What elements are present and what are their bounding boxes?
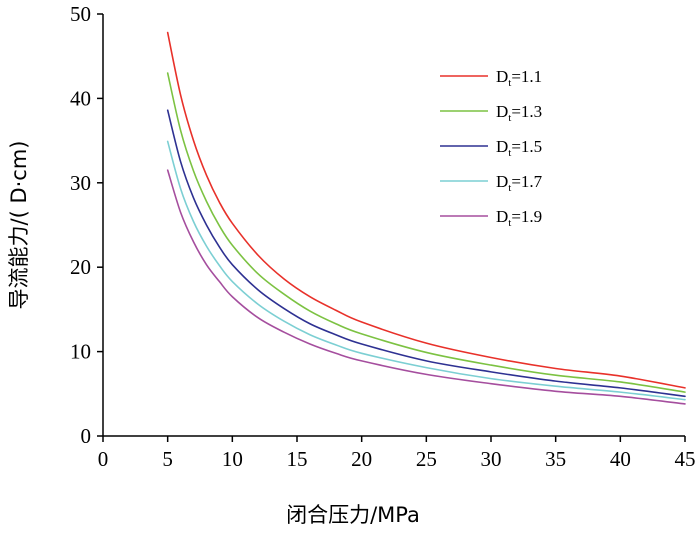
series-line-3: [166, 109, 686, 398]
legend-label-subscript: t: [508, 182, 511, 194]
legend-label: Dt=1.5: [496, 137, 542, 159]
legend-label: Dt=1.9: [496, 207, 542, 229]
legend-label: Dt=1.7: [496, 172, 543, 194]
series-line-2: [166, 72, 686, 393]
legend-label: Dt=1.1: [496, 67, 542, 89]
legend-label-subscript: t: [508, 112, 511, 124]
y-tick-label: 40: [70, 86, 91, 110]
legend: Dt=1.1Dt=1.3Dt=1.5Dt=1.7Dt=1.9: [440, 67, 543, 229]
legend-item-5: Dt=1.9: [440, 207, 542, 229]
legend-label-rest: =1.1: [511, 67, 542, 86]
legend-label-subscript: t: [508, 147, 511, 159]
x-tick-label: 10: [222, 447, 243, 471]
legend-label-main: D: [496, 102, 508, 121]
series-line-5: [166, 169, 686, 405]
legend-label-main: D: [496, 67, 508, 86]
x-tick-label: 15: [287, 447, 308, 471]
x-ticks: 0 5 10 15 20 25 30 35 40 45: [98, 436, 696, 471]
series-line-4: [166, 140, 686, 401]
legend-item-4: Dt=1.7: [440, 172, 543, 194]
legend-label-rest: =1.3: [511, 102, 542, 121]
series-layer: [166, 31, 686, 405]
y-ticks: 0 10 20 30 40 50: [70, 2, 103, 448]
x-axis-title: 闭合压力/MPa: [286, 503, 420, 527]
y-tick-label: 30: [70, 171, 91, 195]
x-tick-label: 40: [610, 447, 631, 471]
x-tick-label: 45: [675, 447, 696, 471]
x-tick-label: 35: [545, 447, 566, 471]
legend-label-rest: =1.7: [511, 172, 542, 191]
legend-item-2: Dt=1.3: [440, 102, 542, 124]
x-tick-label: 30: [481, 447, 502, 471]
x-tick-label: 20: [351, 447, 372, 471]
legend-label-rest: =1.5: [511, 137, 542, 156]
legend-item-3: Dt=1.5: [440, 137, 542, 159]
legend-label: Dt=1.3: [496, 102, 542, 124]
legend-label-subscript: t: [508, 77, 511, 89]
legend-label-main: D: [496, 172, 508, 191]
y-tick-label: 20: [70, 255, 91, 279]
x-tick-label: 0: [98, 447, 109, 471]
y-tick-label: 0: [81, 424, 92, 448]
legend-label-rest: =1.9: [511, 207, 542, 226]
x-tick-label: 5: [162, 447, 173, 471]
legend-label-subscript: t: [508, 217, 511, 229]
legend-item-1: Dt=1.1: [440, 67, 542, 89]
y-tick-label: 10: [70, 340, 91, 364]
legend-label-main: D: [496, 137, 508, 156]
y-axis-title: 导流能力/( D·cm): [7, 141, 31, 310]
series-line-1: [166, 31, 686, 389]
y-tick-label: 50: [70, 2, 91, 26]
legend-label-main: D: [496, 207, 508, 226]
x-tick-label: 25: [416, 447, 437, 471]
